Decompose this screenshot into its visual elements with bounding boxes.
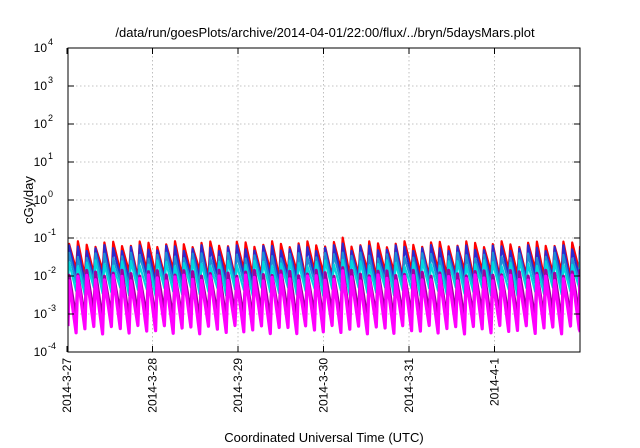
y-tick-exponent: -3 [48, 303, 56, 313]
x-tick-label: 2014-3-30 [317, 358, 331, 413]
y-tick-label: 10 [34, 79, 48, 93]
x-tick-label: 2014-3-31 [402, 358, 416, 413]
y-tick-label: 10 [34, 307, 48, 321]
y-axis-label: cGy/day [21, 176, 36, 224]
y-tick-exponent: 0 [48, 189, 53, 199]
y-tick-exponent: 1 [48, 151, 53, 161]
y-tick-exponent: -2 [48, 265, 56, 275]
y-tick-exponent: 2 [48, 113, 53, 123]
y-tick-label: 10 [34, 41, 48, 55]
y-tick-label: 10 [34, 193, 48, 207]
y-tick-label: 10 [34, 231, 48, 245]
y-tick-label: 10 [34, 155, 48, 169]
y-tick-label: 10 [34, 269, 48, 283]
x-tick-label: 2014-3-27 [60, 358, 74, 413]
y-tick-exponent: -4 [48, 341, 56, 351]
x-axis: 2014-3-27 2014-3-28 2014-3-29 2014-3-30 2014… [60, 48, 502, 413]
y-tick-label: 10 [34, 345, 48, 359]
x-axis-label: Coordinated Universal Time (UTC) [224, 430, 423, 445]
y-tick-exponent: 4 [48, 37, 53, 47]
y-tick-label: 10 [34, 117, 48, 131]
x-tick-label: 2014-4-1 [488, 358, 502, 406]
x-tick-label: 2014-3-29 [231, 358, 245, 413]
chart-title: /data/run/goesPlots/archive/2014-04-01/2… [115, 25, 535, 40]
series-line [68, 269, 580, 336]
series-group [68, 236, 580, 336]
x-tick-label: 2014-3-28 [146, 358, 160, 413]
y-tick-exponent: 3 [48, 75, 53, 85]
y-tick-exponent: -1 [48, 227, 56, 237]
